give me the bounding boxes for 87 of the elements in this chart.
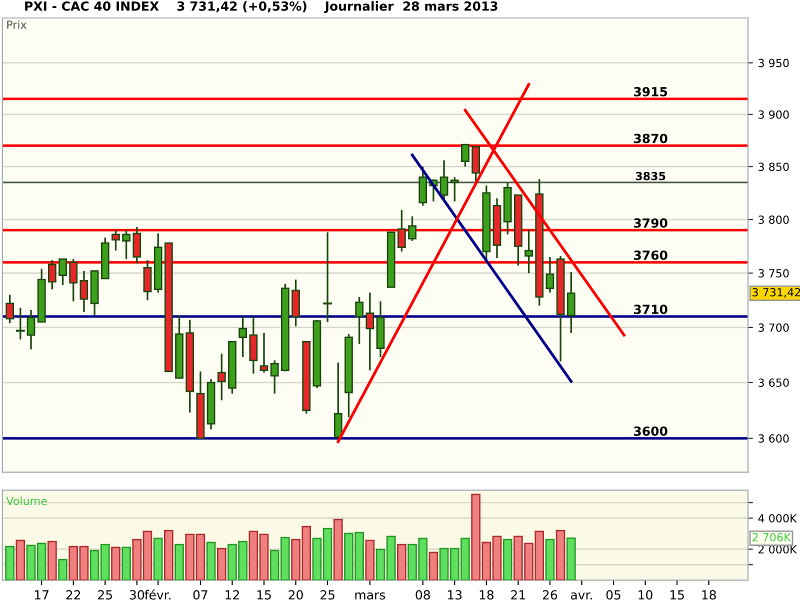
x-tick-label: 10 bbox=[638, 590, 652, 600]
candlestick bbox=[58, 258, 67, 286]
y-tick-label: 3 700 bbox=[758, 323, 789, 332]
candlestick bbox=[69, 258, 78, 302]
candlestick bbox=[112, 229, 120, 252]
bar bbox=[111, 546, 120, 580]
bar bbox=[174, 544, 184, 580]
chart-title: PXI - CAC 40 INDEX 3 731,42 (+0,53%) Journalier 28 mars 2013 bbox=[25, 1, 498, 14]
y-tick-label: 3 750 bbox=[758, 269, 789, 278]
candlestick bbox=[238, 316, 248, 358]
candlestick bbox=[260, 332, 268, 374]
x-tick-label: 12 bbox=[226, 590, 239, 600]
candlestick bbox=[48, 259, 56, 290]
candlestick bbox=[6, 294, 14, 324]
candlestick bbox=[461, 144, 470, 168]
ref-line-label: 3870 bbox=[634, 134, 668, 144]
bar bbox=[122, 546, 131, 580]
bar bbox=[16, 540, 26, 580]
x-tick-label: 18 bbox=[480, 590, 494, 600]
candlestick bbox=[323, 231, 332, 323]
y-tick-label: 4 000K bbox=[758, 514, 798, 523]
chart-title: Volume bbox=[6, 496, 47, 506]
candlestick bbox=[408, 215, 416, 242]
y-tick-label: 3 850 bbox=[758, 162, 789, 171]
x-tick-label: 13 bbox=[448, 590, 462, 600]
y-tick-label: 3 900 bbox=[758, 110, 789, 119]
x-tick-label: 15 bbox=[670, 590, 684, 600]
x-tick-label: 25 bbox=[320, 590, 334, 600]
bar bbox=[428, 552, 438, 580]
x-tick-label: 26 bbox=[542, 590, 558, 600]
x-tick-label: 15 bbox=[257, 590, 271, 600]
x-tick-label: 21 bbox=[511, 590, 525, 600]
bar bbox=[397, 544, 406, 580]
bar bbox=[153, 538, 163, 580]
x-tick-label: 22 bbox=[66, 590, 80, 600]
ref-line-label: 3710 bbox=[634, 304, 668, 314]
y-tick-label: 3 800 bbox=[758, 215, 789, 224]
candlestick bbox=[366, 292, 374, 372]
candlestick bbox=[122, 229, 131, 260]
candlestick bbox=[450, 176, 459, 202]
y-axis-title: Prix bbox=[7, 20, 26, 29]
y-tick-label: 3 650 bbox=[758, 378, 789, 387]
candlestick bbox=[270, 360, 279, 394]
text: 2 706K bbox=[752, 533, 792, 542]
ref-line-label: 3790 bbox=[634, 218, 668, 228]
candlestick bbox=[355, 296, 364, 345]
candlestick bbox=[546, 256, 554, 294]
x-tick-label: 08 bbox=[416, 590, 430, 600]
bar bbox=[206, 542, 216, 580]
x-tick-label: 18 bbox=[702, 590, 716, 600]
x-tick-label: 07 bbox=[193, 590, 208, 600]
candlestick bbox=[132, 226, 142, 264]
bar bbox=[566, 538, 576, 580]
bar bbox=[556, 530, 566, 580]
bar bbox=[216, 548, 226, 580]
ref-line-label: 3915 bbox=[634, 86, 668, 96]
y-tick-label: 3 950 bbox=[758, 58, 789, 68]
x-tick-label: 30 bbox=[130, 590, 144, 600]
bar bbox=[58, 558, 68, 580]
y-tick-label: 3 600 bbox=[758, 434, 789, 443]
x-tick-label: 25 bbox=[98, 590, 112, 600]
candlestick bbox=[80, 270, 88, 313]
candlestick bbox=[143, 259, 152, 302]
candlestick bbox=[397, 209, 406, 252]
bar bbox=[5, 546, 14, 580]
bar bbox=[48, 540, 57, 580]
bar bbox=[502, 538, 512, 580]
bar bbox=[545, 538, 555, 580]
candlestick bbox=[566, 271, 576, 334]
candlestick bbox=[334, 362, 342, 438]
ref-line-label: 3835 bbox=[636, 172, 666, 180]
candlestick bbox=[26, 309, 36, 350]
ref-line-label: 3600 bbox=[634, 426, 668, 436]
x-tick-label: févr. bbox=[144, 589, 170, 600]
x-tick-label: avr. bbox=[570, 592, 592, 600]
candlestick bbox=[217, 352, 226, 402]
bar bbox=[164, 530, 174, 580]
x-tick-label: 20 bbox=[288, 590, 303, 600]
x-tick-label: 17 bbox=[35, 590, 48, 600]
candlestick bbox=[16, 306, 25, 340]
text: 3 731,42 bbox=[752, 288, 800, 298]
bar bbox=[333, 518, 343, 580]
x-tick-label: 05 bbox=[606, 590, 620, 600]
ref-line-label: 3760 bbox=[634, 250, 668, 260]
candlestick bbox=[524, 229, 533, 274]
x-tick-label: mars bbox=[355, 592, 386, 600]
bar bbox=[365, 540, 375, 580]
